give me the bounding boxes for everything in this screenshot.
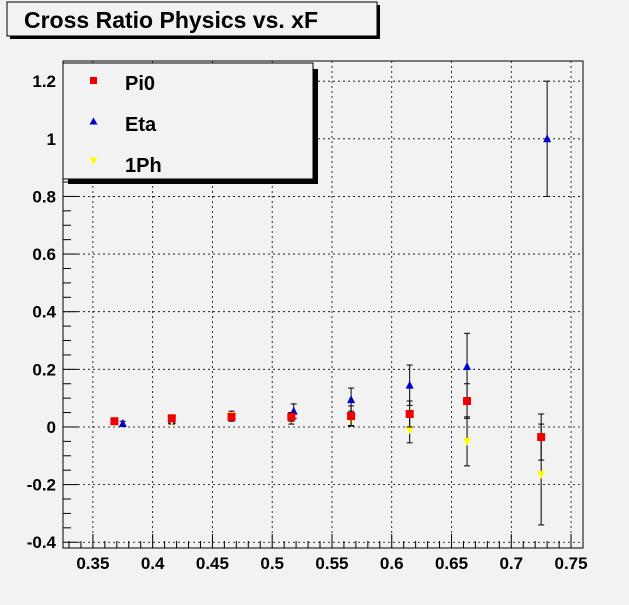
x-tick-label: 0.4 <box>141 554 165 573</box>
x-tick-label: 0.65 <box>435 554 468 573</box>
y-tick-label: -0.4 <box>27 533 57 552</box>
point-eta <box>405 380 414 389</box>
y-tick-label: 0.8 <box>32 187 56 206</box>
point-pi0 <box>227 412 236 421</box>
y-tick-label: 0.2 <box>32 360 56 379</box>
x-tick-label: 0.75 <box>554 554 587 573</box>
point-pi0 <box>405 410 414 419</box>
y-tick-label: 0.4 <box>32 303 56 322</box>
y-tick-label: 0.6 <box>32 245 56 264</box>
point-eta <box>118 419 127 428</box>
legend-label-1ph: 1Ph <box>125 155 162 177</box>
point-pi0 <box>110 417 119 426</box>
legend-marker-1ph <box>89 157 98 165</box>
legend: Pi0 Eta 1Ph <box>62 62 318 184</box>
point-1ph <box>463 437 472 446</box>
y-tick-label: -0.2 <box>27 476 56 495</box>
legend-marker-eta <box>89 117 98 125</box>
point-1ph <box>405 426 414 435</box>
y-tick-label: 1.2 <box>32 72 56 91</box>
point-pi0 <box>167 414 176 423</box>
point-eta <box>543 134 552 143</box>
legend-label-pi0: Pi0 <box>125 73 155 95</box>
legend-box <box>62 62 314 180</box>
point-pi0 <box>463 397 472 406</box>
y-tick-label: 1 <box>47 130 56 149</box>
data-points <box>110 80 552 526</box>
point-pi0 <box>537 433 546 442</box>
x-tick-label: 0.7 <box>499 554 523 573</box>
point-pi0 <box>347 412 356 421</box>
chart-title: Cross Ratio Physics vs. xF <box>24 7 318 33</box>
legend-label-eta: Eta <box>125 114 157 136</box>
point-eta <box>347 395 356 404</box>
point-eta <box>463 361 472 370</box>
y-tick-label: 0 <box>47 418 56 437</box>
x-tick-label: 0.35 <box>76 554 109 573</box>
x-tick-label: 0.45 <box>196 554 229 573</box>
x-tick-label: 0.5 <box>260 554 284 573</box>
x-tick-label: 0.55 <box>315 554 348 573</box>
point-1ph <box>537 471 546 480</box>
x-tick-label: 0.6 <box>380 554 404 573</box>
title-box <box>6 1 378 37</box>
legend-marker-pi0 <box>90 77 97 84</box>
point-pi0 <box>287 412 296 421</box>
axes: 0.35 0.4 0.45 0.5 0.55 0.6 0.65 0.7 0.75 -0.4 -0.2… <box>27 66 588 573</box>
